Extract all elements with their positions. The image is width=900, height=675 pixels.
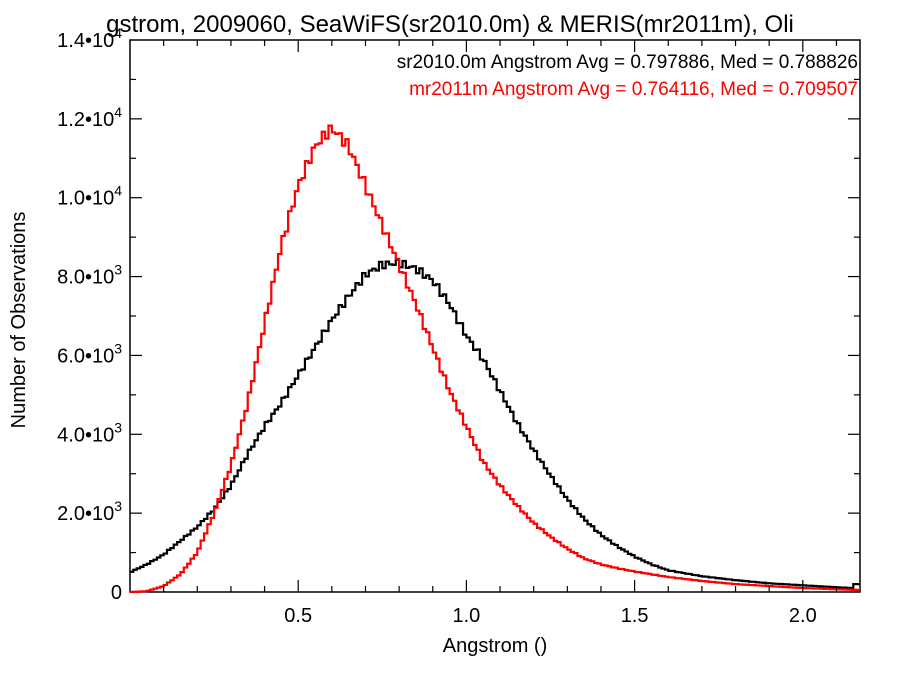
- plot-frame: [129, 39, 861, 593]
- x-tick-label: 1.5: [621, 605, 649, 627]
- series-line-1: [130, 124, 860, 594]
- legend-entry-1: mr2011m Angstrom Avg = 0.764116, Med = 0…: [409, 79, 858, 100]
- y-tick-label: 0: [111, 582, 122, 604]
- chart-title: gstrom, 2009060, SeaWiFS(sr2010.0m) & ME…: [106, 11, 794, 38]
- y-tick-label: 1.4•104: [57, 25, 122, 52]
- y-tick-label: 2.0•103: [57, 498, 122, 525]
- y-tick-label: 8.0•103: [57, 262, 122, 289]
- y-tick-label: 6.0•103: [57, 340, 122, 367]
- x-tick-label: 2.0: [789, 605, 817, 627]
- y-tick-label: 1.2•104: [57, 104, 122, 131]
- x-axis-label: Angstrom (): [443, 635, 547, 657]
- y-axis-label: Number of Observations: [8, 212, 30, 429]
- axis-ticks: 0.5 1.0 1.5 2.0 0 2.0•103 4.0•103 6.0•103 8.0•10…: [57, 25, 860, 627]
- y-tick-label: 1.0•104: [57, 183, 122, 210]
- legend: sr2010.0m Angstrom Avg = 0.797886, Med =…: [397, 52, 858, 100]
- plot-border: [129, 39, 861, 593]
- series-layer: [130, 124, 860, 594]
- legend-entry-0: sr2010.0m Angstrom Avg = 0.797886, Med =…: [397, 52, 858, 73]
- x-tick-label: 0.5: [284, 605, 312, 627]
- series-line-0: [130, 258, 860, 590]
- y-tick-label: 4.0•103: [57, 419, 122, 446]
- x-tick-label: 1.0: [452, 605, 480, 627]
